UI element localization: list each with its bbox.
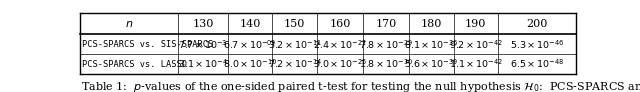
Text: 180: 180 bbox=[421, 19, 442, 29]
Text: $5.3 \times 10^{-46}$: $5.3 \times 10^{-46}$ bbox=[509, 38, 564, 51]
Text: 130: 130 bbox=[193, 19, 214, 29]
Text: 160: 160 bbox=[330, 19, 351, 29]
Text: PCS-SPARCS vs. LASSO: PCS-SPARCS vs. LASSO bbox=[82, 60, 187, 69]
Text: $1.1 \times 10^{-42}$: $1.1 \times 10^{-42}$ bbox=[449, 58, 503, 70]
Text: 190: 190 bbox=[465, 19, 486, 29]
Text: $5.6 \times 10^{-39}$: $5.6 \times 10^{-39}$ bbox=[404, 58, 459, 70]
Text: PCS-SPARCS vs. SIS-SPARCS: PCS-SPARCS vs. SIS-SPARCS bbox=[82, 40, 213, 49]
Text: $8.1 \times 10^{-36}$: $8.1 \times 10^{-36}$ bbox=[404, 38, 459, 51]
Text: $8.0 \times 10^{-10}$: $8.0 \times 10^{-10}$ bbox=[223, 58, 277, 70]
Text: $9.2 \times 10^{-42}$: $9.2 \times 10^{-42}$ bbox=[449, 38, 502, 51]
Text: 170: 170 bbox=[376, 19, 397, 29]
Text: 200: 200 bbox=[526, 19, 547, 29]
Text: $2.4 \times 10^{-22}$: $2.4 \times 10^{-22}$ bbox=[313, 38, 367, 51]
Text: $6.5 \times 10^{-48}$: $6.5 \times 10^{-48}$ bbox=[509, 58, 564, 70]
Text: $3.2 \times 10^{-11}$: $3.2 \times 10^{-11}$ bbox=[268, 38, 322, 51]
Text: $1.8 \times 10^{-30}$: $1.8 \times 10^{-30}$ bbox=[359, 58, 413, 70]
Text: Table 1:  $p$-values of the one-sided paired t-test for testing the null hypothe: Table 1: $p$-values of the one-sided pai… bbox=[81, 80, 640, 92]
Text: $3.1 \times 10^{-4}$: $3.1 \times 10^{-4}$ bbox=[178, 58, 228, 70]
Text: 150: 150 bbox=[284, 19, 305, 29]
Text: $7.7 \times 10^{-3}$: $7.7 \times 10^{-3}$ bbox=[179, 38, 228, 51]
Text: $7.2 \times 10^{-14}$: $7.2 \times 10^{-14}$ bbox=[268, 58, 322, 70]
Text: $6.7 \times 10^{-09}$: $6.7 \times 10^{-09}$ bbox=[223, 38, 277, 51]
Text: $n$: $n$ bbox=[125, 19, 133, 29]
Text: $7.8 \times 10^{-29}$: $7.8 \times 10^{-29}$ bbox=[359, 38, 413, 51]
Text: $3.0 \times 10^{-25}$: $3.0 \times 10^{-25}$ bbox=[313, 58, 367, 70]
Text: 140: 140 bbox=[239, 19, 261, 29]
